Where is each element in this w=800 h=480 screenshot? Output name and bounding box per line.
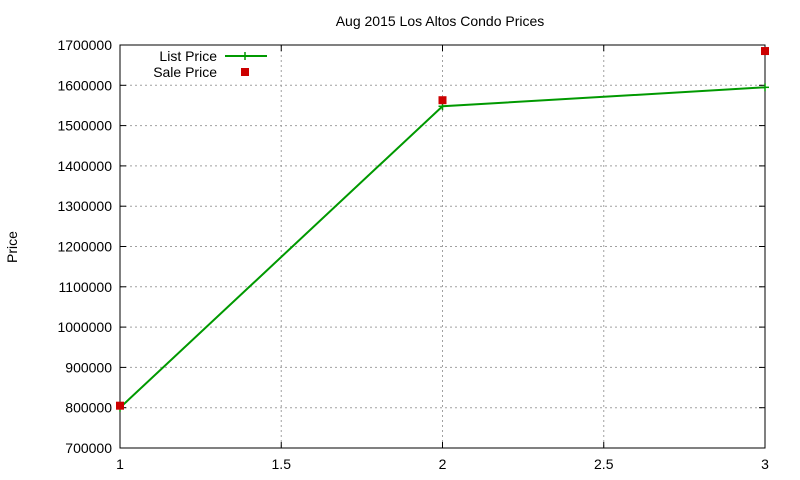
legend-swatch-sale-price [241,68,249,76]
sale-price-point [116,401,124,410]
y-tick-label: 1500000 [57,118,112,134]
y-tick-label: 1600000 [57,77,112,93]
y-tick-label: 800000 [65,400,112,416]
y-tick-label: 1000000 [57,319,112,335]
axes: 700000 800000 900000 1000000 1100000 1200000 1… [57,37,769,472]
y-axis-label: Price [4,231,20,263]
y-tick-label: 700000 [65,440,112,456]
legend-label-list-price: List Price [159,48,217,64]
list-price-point [761,83,769,92]
plot-series [116,47,769,412]
x-tick-label: 2 [439,456,447,472]
x-tick-label: 1.5 [272,456,292,472]
y-tick-label: 900000 [65,359,112,375]
y-tick-label: 1200000 [57,239,112,255]
grid-lines [120,45,765,448]
x-tick-label: 3 [761,456,769,472]
x-tick-label: 1 [116,456,124,472]
y-tick-label: 1700000 [57,37,112,53]
y-tick-label: 1400000 [57,158,112,174]
y-tick-label: 1300000 [57,198,112,214]
sale-price-point [438,96,447,105]
sale-price-point [761,47,769,56]
y-tick-label: 1100000 [59,279,113,295]
legend-label-sale-price: Sale Price [153,64,217,80]
chart-title: Aug 2015 Los Altos Condo Prices [336,13,545,29]
x-tick-label: 2.5 [594,456,614,472]
